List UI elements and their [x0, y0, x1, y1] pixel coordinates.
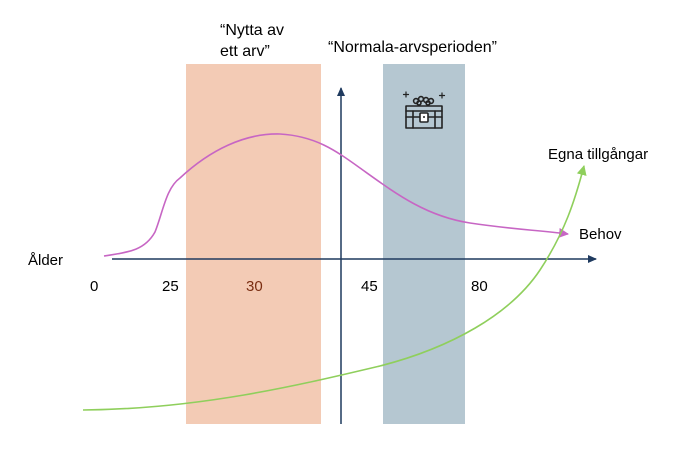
- curve-behov: [103, 133, 569, 257]
- tick-label-80: 80: [471, 278, 488, 295]
- tick-label-30: 30: [246, 278, 263, 295]
- treasure-chest-icon: [402, 91, 446, 129]
- band-nytta-av-arv: [186, 64, 321, 424]
- label-egna-tillgangar: Egna tillgångar: [548, 146, 648, 163]
- x-axis-label: Ålder: [28, 252, 63, 269]
- label-behov: Behov: [579, 226, 622, 243]
- title-nytta-av-arv-line2: ett arv”: [220, 43, 270, 60]
- title-normala-arvsperioden: “Normala-arvsperioden”: [328, 39, 497, 56]
- tick-label-0: 0: [90, 278, 98, 295]
- tick-label-45: 45: [361, 278, 378, 295]
- curve-egna-tillgangar: [82, 165, 587, 411]
- title-nytta-av-arv-line1: “Nytta av: [220, 22, 284, 39]
- band-normala-arvsperioden: [383, 64, 465, 424]
- tick-label-25: 25: [162, 278, 179, 295]
